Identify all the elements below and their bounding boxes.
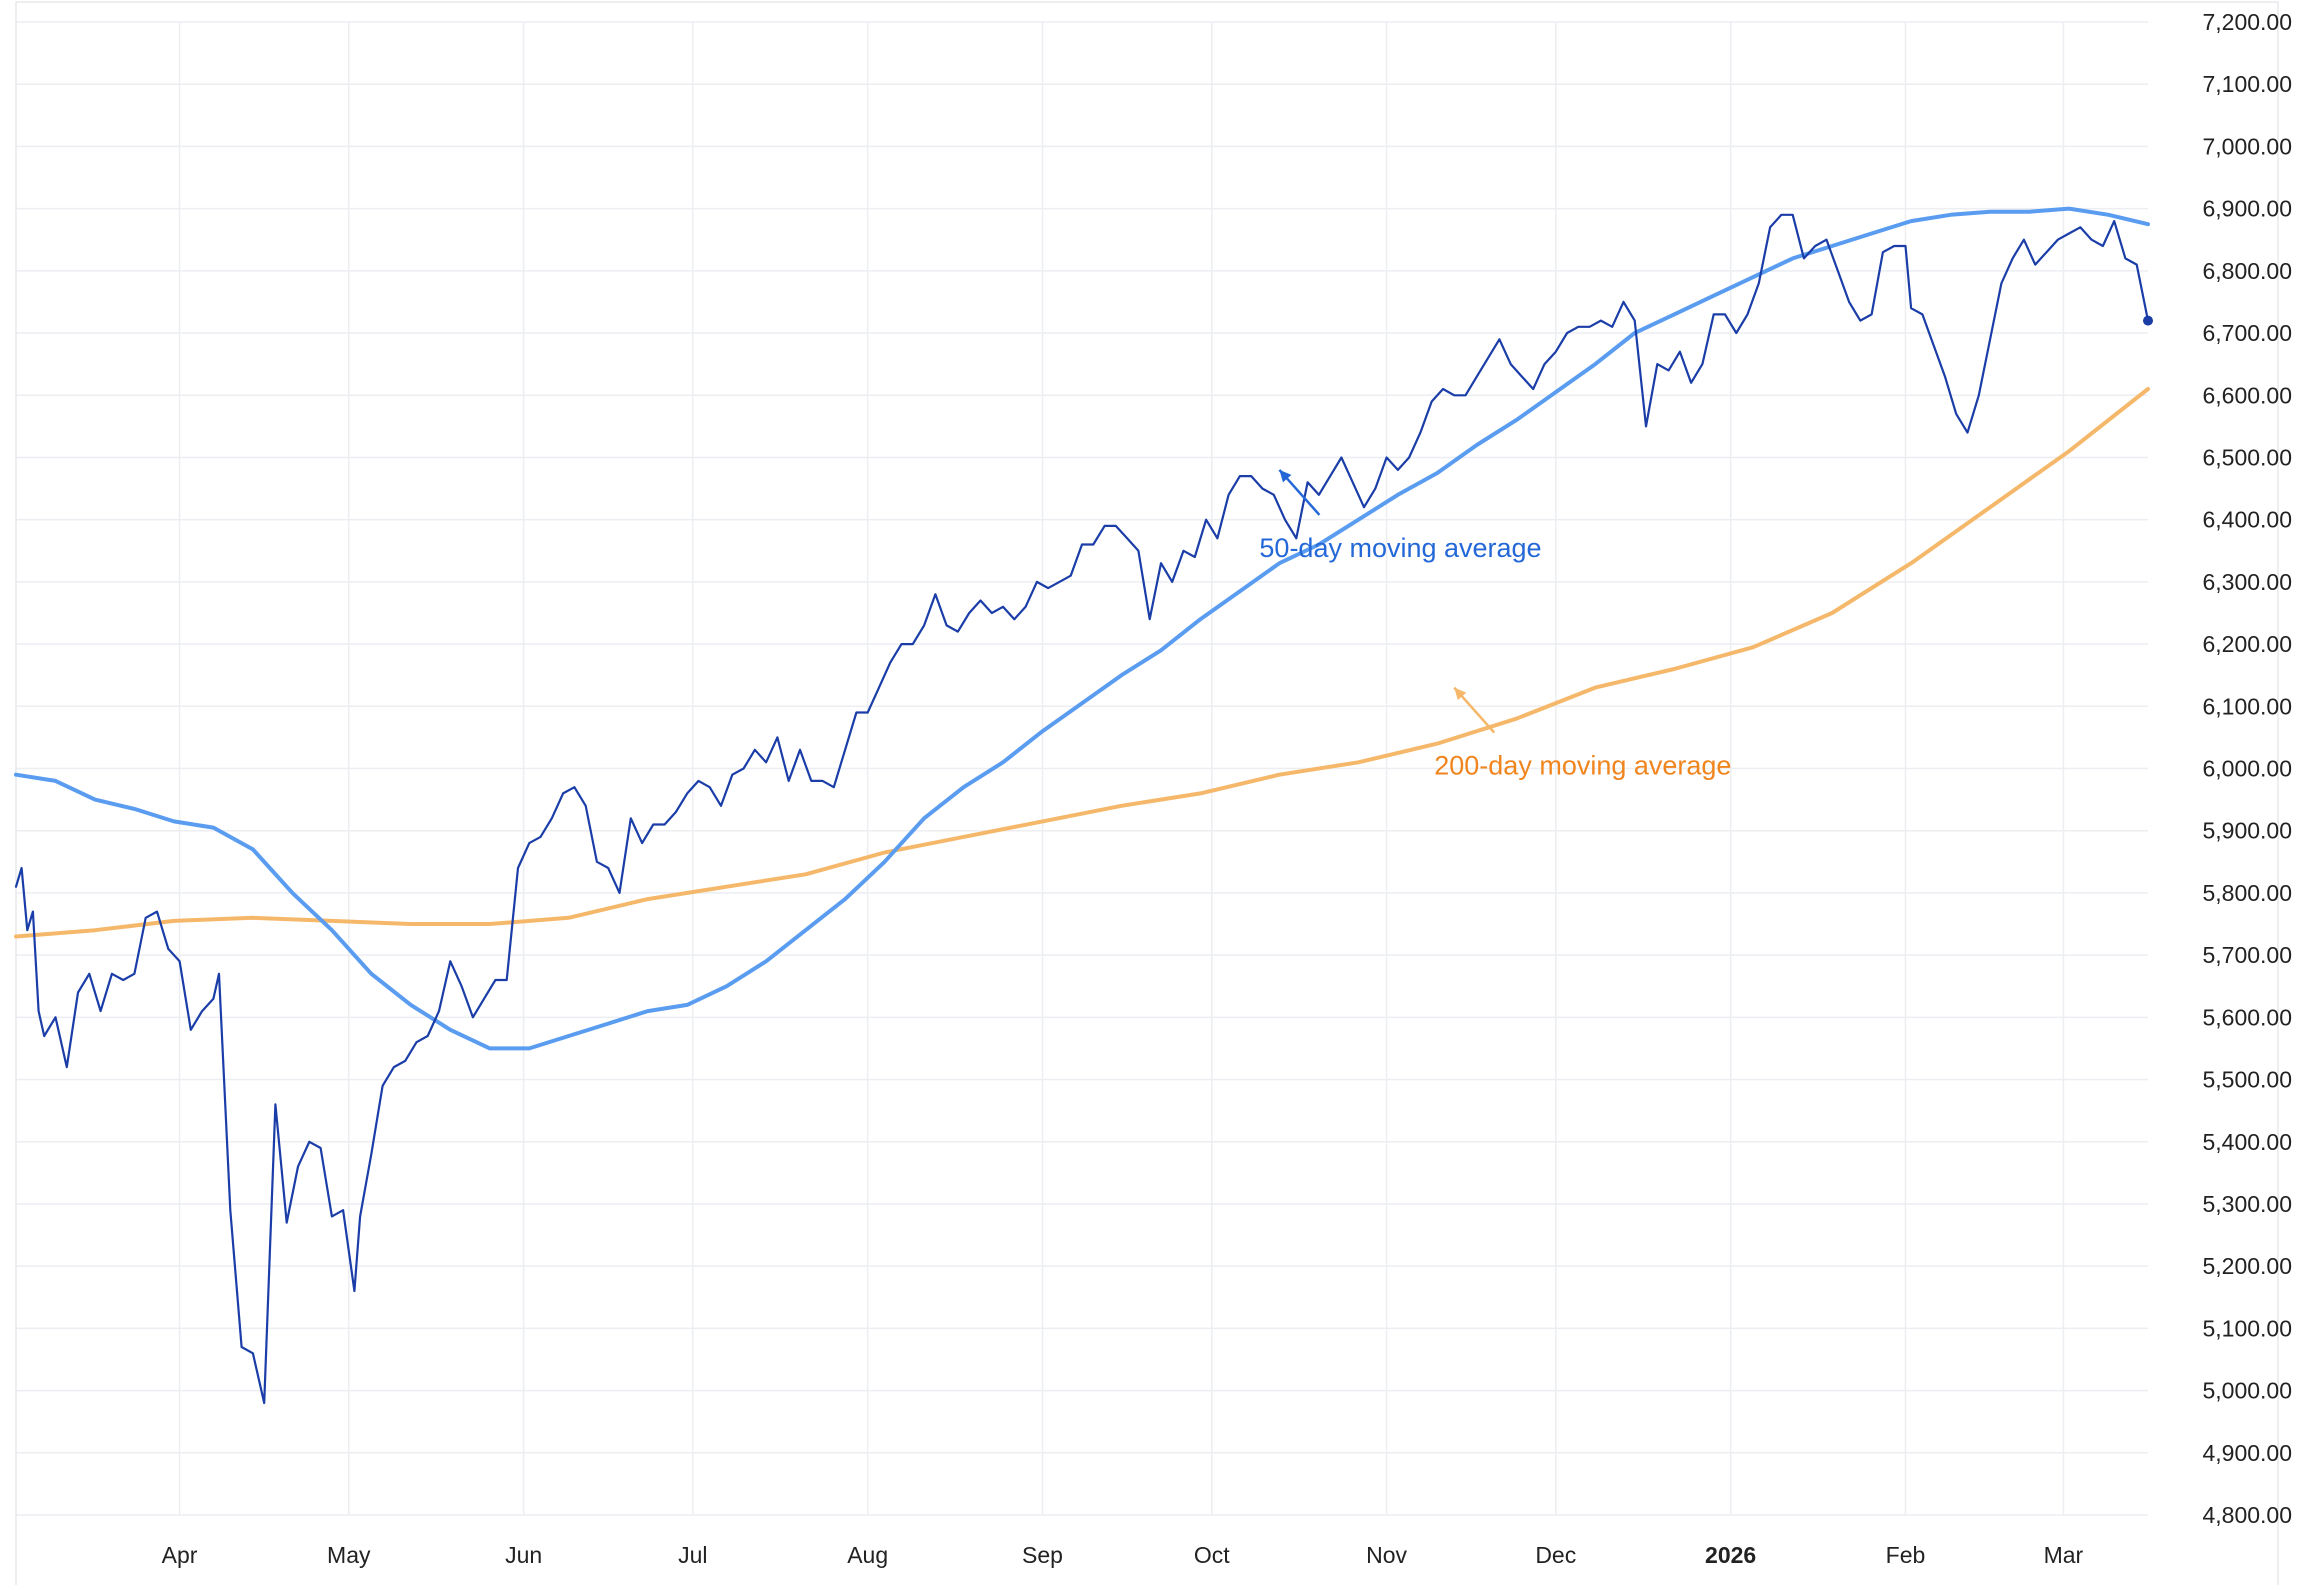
y-tick-label: 6,700.00 xyxy=(2202,320,2292,346)
y-tick-label: 6,800.00 xyxy=(2202,258,2292,284)
arrow-head xyxy=(1279,469,1292,483)
y-tick-label: 6,500.00 xyxy=(2202,444,2292,470)
x-tick-label: Apr xyxy=(162,1542,198,1568)
y-tick-label: 5,500.00 xyxy=(2202,1067,2292,1093)
x-tick-label: May xyxy=(327,1542,371,1568)
series-line-price xyxy=(14,213,2150,1405)
y-tick-label: 7,000.00 xyxy=(2202,133,2292,159)
y-tick-label: 5,100.00 xyxy=(2202,1315,2292,1341)
y-tick-label: 4,800.00 xyxy=(2202,1502,2292,1528)
y-tick-label: 5,400.00 xyxy=(2202,1129,2292,1155)
y-tick-label: 5,900.00 xyxy=(2202,818,2292,844)
y-tick-label: 4,900.00 xyxy=(2202,1440,2292,1466)
ma200-label: 200-day moving average xyxy=(1434,751,1731,781)
arrow-head xyxy=(1454,687,1467,701)
y-tick-label: 5,000.00 xyxy=(2202,1378,2292,1404)
y-tick-label: 6,400.00 xyxy=(2202,507,2292,533)
y-tick-label: 5,800.00 xyxy=(2202,880,2292,906)
x-tick-label: Oct xyxy=(1194,1542,1230,1568)
y-tick-label: 5,200.00 xyxy=(2202,1253,2292,1279)
x-axis: Apr May Jun Jul Aug Sep Oct Nov Dec 2026 Feb Mar xyxy=(162,1542,2084,1568)
y-tick-label: 6,600.00 xyxy=(2202,382,2292,408)
x-tick-label: Feb xyxy=(1886,1542,1926,1568)
last-price-marker xyxy=(2143,315,2153,326)
grid xyxy=(16,21,2148,1516)
y-tick-label: 7,200.00 xyxy=(2202,9,2292,35)
series-line-ma200 xyxy=(14,387,2150,939)
series-line-ma50 xyxy=(14,206,2150,1051)
series-group xyxy=(14,206,2153,1405)
y-tick-label: 7,100.00 xyxy=(2202,71,2292,97)
x-tick-label: Jun xyxy=(505,1542,542,1568)
y-axis: 4,800.00 4,900.00 5,000.00 5,100.00 5,200.00… xyxy=(2202,9,2292,1528)
y-tick-label: 5,300.00 xyxy=(2202,1191,2292,1217)
y-tick-label: 6,000.00 xyxy=(2202,756,2292,782)
y-tick-label: 5,700.00 xyxy=(2202,942,2292,968)
annotations: 50-day moving average 200-day moving aver… xyxy=(1259,469,1731,781)
x-tick-label: Dec xyxy=(1535,1542,1576,1568)
y-tick-label: 6,100.00 xyxy=(2202,693,2292,719)
ma50-label: 50-day moving average xyxy=(1259,533,1541,563)
x-tick-label: Nov xyxy=(1366,1542,1407,1568)
y-tick-label: 6,200.00 xyxy=(2202,631,2292,657)
x-tick-label: 2026 xyxy=(1705,1542,1756,1568)
x-tick-label: Sep xyxy=(1022,1542,1063,1568)
y-tick-label: 6,900.00 xyxy=(2202,196,2292,222)
y-tick-label: 6,300.00 xyxy=(2202,569,2292,595)
y-tick-label: 5,600.00 xyxy=(2202,1004,2292,1030)
x-tick-label: Jul xyxy=(678,1542,707,1568)
x-tick-label: Mar xyxy=(2044,1542,2084,1568)
x-tick-label: Aug xyxy=(847,1542,888,1568)
